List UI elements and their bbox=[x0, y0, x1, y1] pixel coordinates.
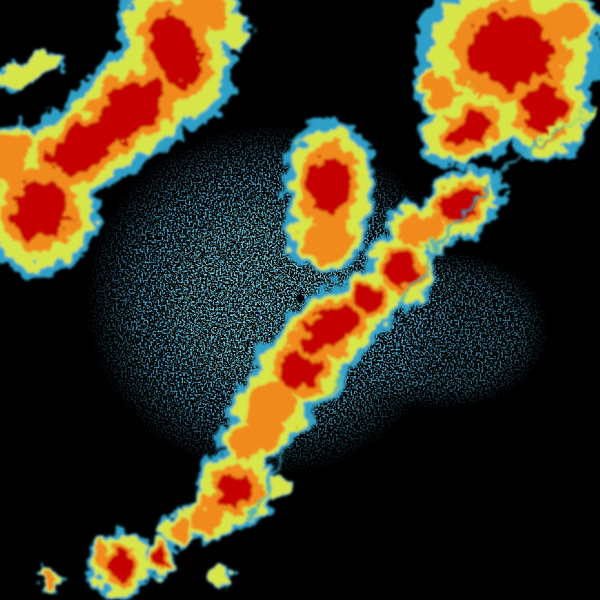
radar-site bbox=[296, 294, 304, 302]
echo-region bbox=[217, 472, 253, 508]
echo-region bbox=[309, 155, 351, 215]
echo-region bbox=[299, 218, 351, 262]
gust-front-bright bbox=[538, 105, 598, 143]
echo-region bbox=[13, 180, 67, 240]
echo-region bbox=[98, 80, 162, 140]
echo-region bbox=[524, 86, 566, 134]
echo-region bbox=[356, 286, 384, 314]
echo-region bbox=[0, 53, 63, 87]
echo-region bbox=[446, 113, 494, 147]
gust-front bbox=[248, 105, 598, 521]
echo-region bbox=[167, 517, 193, 543]
echo-region bbox=[105, 550, 135, 580]
echo-region bbox=[423, 73, 457, 107]
echo-region bbox=[398, 213, 442, 247]
echo-region bbox=[149, 15, 201, 85]
echo-region bbox=[41, 573, 59, 587]
echo-region bbox=[193, 498, 227, 532]
echo-region bbox=[384, 252, 416, 288]
echo-region bbox=[279, 352, 321, 388]
echo-region bbox=[303, 307, 357, 353]
echo-region bbox=[174, 0, 226, 32]
echo-region bbox=[152, 551, 168, 569]
echo-region bbox=[49, 125, 111, 175]
echo-region bbox=[0, 134, 32, 186]
echo-region bbox=[228, 421, 272, 459]
echo-region bbox=[548, 3, 592, 37]
echo-region bbox=[208, 563, 232, 587]
echo-region bbox=[270, 475, 290, 495]
echo-region bbox=[468, 14, 552, 86]
gust-front-line bbox=[248, 110, 592, 521]
echo-region bbox=[440, 187, 480, 223]
